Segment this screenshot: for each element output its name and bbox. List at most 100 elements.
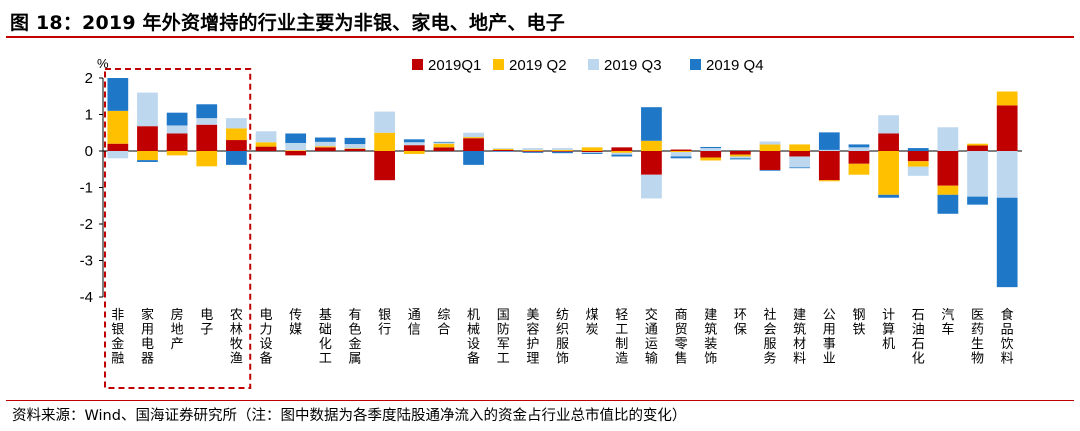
bar-segment-q1: [196, 124, 218, 151]
bar-segment-q2: [285, 150, 307, 151]
category-label-char: 建: [793, 308, 806, 323]
category-label-char: 务: [764, 351, 777, 367]
category-label-char: 会: [764, 323, 777, 338]
category-label-char: 电: [141, 337, 154, 352]
bar-segment-q2: [374, 132, 395, 151]
bar-segment-q3: [137, 92, 158, 127]
category-label-char: 地: [171, 323, 184, 338]
title-rule: [6, 36, 1074, 38]
category-label-char: 军: [497, 337, 510, 352]
bar-segment-q1: [344, 148, 366, 151]
category-label-char: 机: [882, 337, 895, 352]
category-label-char: 建: [704, 308, 717, 323]
category-label-char: 农: [230, 308, 243, 323]
category-label-char: 备: [260, 351, 273, 367]
bar-segment-q1: [255, 146, 277, 151]
category-label-char: 房: [171, 307, 184, 323]
category-label-char: 物: [971, 352, 984, 367]
bar-segment-q1: [374, 151, 395, 181]
category-label-char: 理: [526, 352, 539, 367]
bar-segment-q3: [937, 127, 959, 151]
bar-segment-q1: [848, 151, 870, 164]
category-label-char: 车: [941, 322, 954, 338]
bar-segment-q3: [255, 131, 277, 143]
legend-item-q2: 2019 Q2: [493, 57, 567, 74]
category-label-char: 石: [912, 337, 925, 352]
category-label-char: 汽: [941, 308, 954, 323]
category-label-char: 社: [764, 307, 777, 323]
bar-segment-q2: [937, 185, 959, 195]
category-label-char: 信: [408, 323, 421, 338]
bar-segment-q4: [344, 137, 366, 145]
bar-segment-q1: [670, 149, 692, 151]
category-label-char: 料: [1001, 352, 1014, 367]
bar-segment-q3: [107, 151, 129, 159]
category-label-char: 输: [645, 351, 658, 367]
y-tick-label: -2: [80, 216, 93, 233]
figure-title: 图 18：2019 年外资增持的行业主要为非银、家电、地产、电子: [10, 12, 565, 34]
category-label-char: 轻: [615, 308, 628, 323]
bar-segment-q3: [226, 118, 247, 129]
bar-segment-q4: [759, 169, 781, 171]
bar-segment-q1: [937, 151, 959, 186]
bar-segment-q3: [374, 111, 395, 133]
bar-segment-q2: [878, 151, 899, 195]
bar-segment-q4: [166, 112, 188, 126]
bar-segment-q2: [552, 149, 573, 151]
bar-segment-q4: [967, 196, 988, 205]
category-label-char: 牧: [230, 337, 243, 352]
source-note: 资料来源：Wind、国海证券研究所（注：图中数据为各季度陆股通净流入的资金占行业…: [12, 408, 687, 424]
category-label-char: 电: [200, 308, 213, 323]
bar-segment-q2: [907, 161, 929, 167]
bars-layer: [107, 78, 1018, 288]
bar-segment-q1: [730, 151, 751, 155]
bar-segment-q4: [492, 151, 514, 152]
bar-segment-q4: [818, 132, 840, 150]
bar-segment-q4: [789, 167, 811, 169]
bar-segment-q4: [996, 197, 1018, 288]
category-label-char: 础: [319, 323, 332, 338]
bar-segment-q1: [433, 147, 455, 151]
category-label-char: 电: [260, 308, 273, 323]
bar-segment-q1: [522, 151, 544, 152]
category-label: 传媒: [289, 308, 302, 338]
bar-segment-q2: [344, 148, 366, 149]
category-label-char: 算: [882, 323, 895, 338]
bar-segment-q4: [848, 144, 870, 148]
bar-segment-q1: [641, 151, 662, 175]
category-label-char: 零: [675, 337, 688, 352]
category-label-char: 服: [556, 337, 569, 352]
category-label-char: 生: [971, 337, 984, 352]
y-tick-label: -1: [80, 180, 93, 197]
legend-label: 2019 Q2: [509, 57, 567, 74]
bar-segment-q1: [611, 147, 633, 151]
category-label-char: 医: [971, 308, 984, 323]
category-label-char: 家: [141, 307, 154, 323]
category-label-char: 食: [1001, 307, 1014, 323]
y-tick-label: 2: [85, 70, 93, 87]
footer-rule: [6, 400, 1074, 401]
bar-segment-q4: [463, 151, 484, 165]
category-label-char: 行: [378, 323, 391, 338]
bar-segment-q2: [730, 154, 751, 157]
category-label-char: 钢: [852, 308, 865, 323]
bar-segment-q3: [759, 141, 781, 145]
bar-segment-q1: [403, 145, 425, 151]
bar-segment-q1: [166, 133, 188, 151]
bar-segment-q4: [581, 152, 603, 154]
bar-segment-q2: [581, 147, 603, 151]
bar-segment-q4: [611, 154, 633, 157]
bar-segment-q4: [552, 151, 573, 154]
category-label-char: 事: [823, 337, 836, 352]
category-label: 综合: [437, 308, 450, 338]
